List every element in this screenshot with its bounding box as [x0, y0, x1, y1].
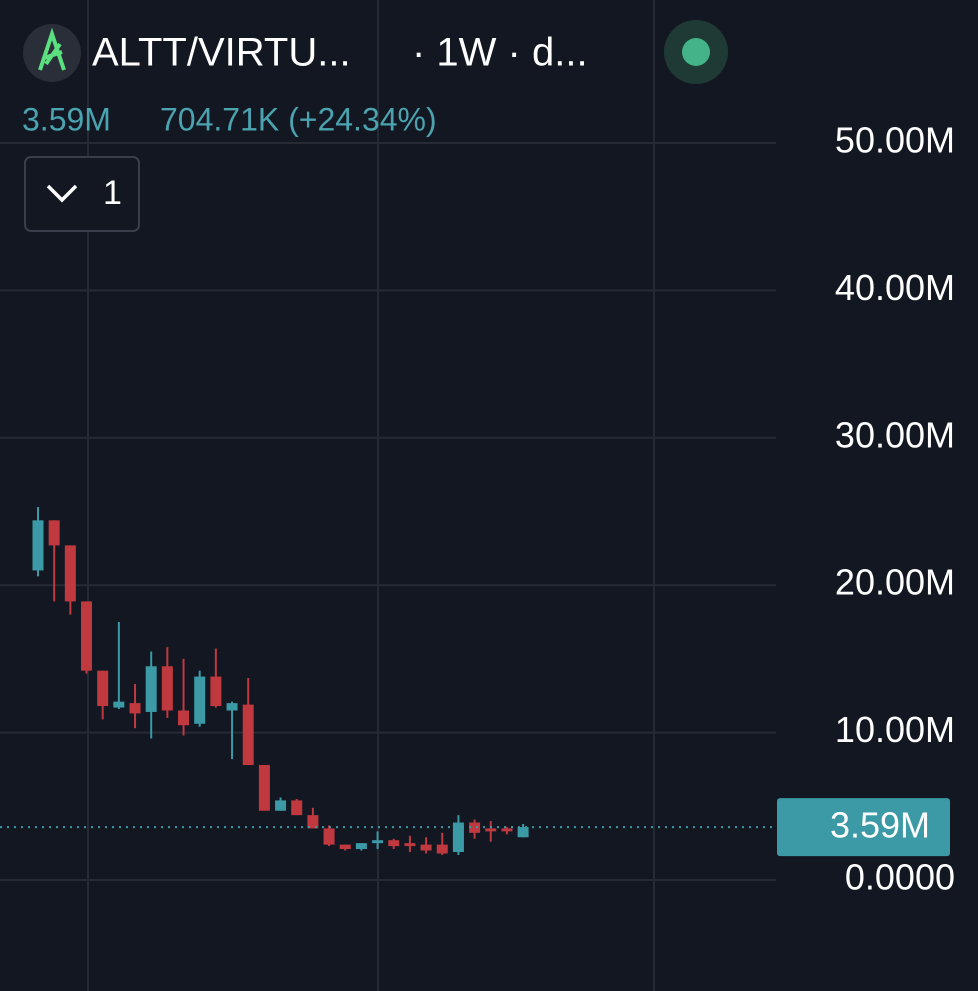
change-value: 704.71K (+24.34%) — [160, 101, 437, 137]
last-price-label: 3.59M — [830, 805, 930, 846]
y-tick-label: 40.00M — [835, 267, 955, 308]
candle-body — [81, 601, 93, 671]
y-tick-label: 30.00M — [835, 414, 955, 455]
candle-body — [226, 703, 238, 711]
candle-body — [145, 666, 157, 712]
candle-body — [307, 815, 319, 829]
candle-body — [469, 822, 481, 833]
y-tick-label: 10.00M — [835, 709, 955, 750]
candle-body — [355, 843, 367, 850]
candle-body — [161, 666, 173, 711]
candle-body — [178, 710, 190, 726]
indicator-count: 1 — [103, 174, 122, 212]
last-value: 3.59M — [22, 101, 111, 137]
candles — [32, 507, 529, 855]
candle-body — [210, 676, 222, 707]
symbol-title[interactable]: ALTT/VIRTU... — [92, 31, 351, 75]
status-dot — [682, 38, 710, 66]
candle-body — [32, 520, 44, 571]
candle-body — [275, 800, 287, 811]
candle-body — [258, 765, 270, 811]
chevron-icon — [46, 184, 78, 203]
candle-body — [323, 828, 335, 845]
candle-body — [372, 840, 384, 844]
candle-body — [436, 844, 448, 854]
grid — [0, 141, 776, 882]
candle-body — [485, 828, 497, 832]
candle-body — [48, 520, 60, 546]
candle-body — [501, 828, 513, 832]
indicator-toggle[interactable] — [24, 156, 140, 232]
candle-body — [194, 676, 206, 724]
candle-body — [339, 844, 351, 850]
symbol-logo-glyph — [38, 27, 66, 71]
candle-body — [404, 843, 416, 847]
candle-body — [420, 844, 432, 851]
candle-body — [517, 827, 529, 838]
y-tick-label: 50.00M — [835, 119, 955, 160]
y-tick-label: 0.0000 — [845, 857, 955, 898]
candle-body — [97, 670, 109, 707]
candle-body — [388, 840, 400, 847]
candle-body — [242, 704, 254, 766]
candle-body — [291, 800, 303, 816]
interval[interactable]: · 1W · d... — [412, 31, 588, 75]
candle-body — [129, 703, 141, 714]
y-tick-label: 20.00M — [835, 562, 955, 603]
last-price-tag — [777, 798, 950, 857]
candle-body — [113, 701, 125, 708]
overlay: 0.0000 10.00M 20.00M 30.00M 40.00M 50.00M 3.59… — [0, 119, 955, 898]
candle-body — [452, 822, 464, 852]
candle-body — [64, 545, 76, 602]
